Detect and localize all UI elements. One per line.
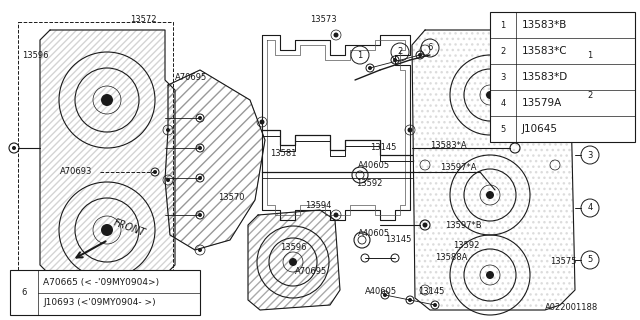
Circle shape [486, 191, 494, 199]
Circle shape [393, 58, 397, 62]
Bar [10, 270, 200, 315]
Text: 13583*C: 13583*C [522, 46, 568, 56]
Text: 1: 1 [357, 51, 363, 60]
Text: 13583*A: 13583*A [430, 140, 467, 149]
Text: 5: 5 [588, 255, 593, 265]
Text: 13145: 13145 [385, 236, 412, 244]
Text: 6: 6 [21, 288, 27, 297]
Circle shape [198, 176, 202, 180]
Text: 13588A: 13588A [435, 253, 467, 262]
Text: 13592: 13592 [453, 241, 479, 250]
Circle shape [12, 146, 16, 150]
Circle shape [101, 224, 113, 236]
Text: 4: 4 [588, 204, 593, 212]
Text: 3: 3 [500, 73, 506, 82]
Circle shape [368, 66, 372, 70]
Polygon shape [40, 30, 175, 275]
Text: J10645: J10645 [522, 124, 558, 134]
Text: A022001188: A022001188 [545, 303, 598, 313]
Circle shape [383, 293, 387, 297]
Text: 5: 5 [500, 124, 506, 133]
Text: 3: 3 [588, 150, 593, 159]
Text: 13596: 13596 [280, 244, 307, 252]
Text: 1: 1 [588, 51, 593, 60]
Circle shape [198, 248, 202, 252]
Polygon shape [412, 30, 575, 310]
Circle shape [486, 91, 494, 99]
Text: 6: 6 [428, 44, 433, 52]
Text: A70695: A70695 [295, 268, 327, 276]
Circle shape [433, 303, 437, 307]
Text: 13594: 13594 [305, 201, 332, 210]
Bar [18, 22, 173, 277]
Text: A70693: A70693 [60, 167, 92, 177]
Circle shape [418, 53, 422, 57]
Text: 4: 4 [500, 99, 506, 108]
Text: 13596: 13596 [22, 51, 49, 60]
Text: 1: 1 [500, 20, 506, 29]
Text: 13583*B: 13583*B [522, 20, 568, 30]
Text: 13592: 13592 [356, 179, 382, 188]
Text: A40605: A40605 [358, 228, 390, 237]
Circle shape [166, 178, 170, 182]
Circle shape [198, 146, 202, 150]
Text: 2: 2 [397, 47, 403, 57]
Text: 13583*D: 13583*D [522, 72, 568, 82]
Circle shape [333, 33, 339, 37]
Circle shape [289, 258, 297, 266]
Text: 13597*A: 13597*A [440, 164, 477, 172]
Text: 2: 2 [588, 91, 593, 100]
Text: A70665 (< -'09MY0904>): A70665 (< -'09MY0904>) [43, 278, 159, 287]
Text: J10693 (<'09MY0904- >): J10693 (<'09MY0904- >) [43, 298, 156, 307]
Circle shape [408, 298, 412, 302]
Bar [490, 12, 635, 142]
Text: 13572: 13572 [130, 15, 157, 25]
Text: 13145: 13145 [418, 287, 444, 297]
Circle shape [198, 213, 202, 217]
Circle shape [422, 222, 428, 228]
Text: 13597*B: 13597*B [445, 220, 482, 229]
Circle shape [166, 128, 170, 132]
Circle shape [198, 116, 202, 120]
Text: 13575: 13575 [550, 258, 577, 267]
Circle shape [259, 119, 264, 124]
Text: A40605: A40605 [358, 161, 390, 170]
Text: 2: 2 [500, 46, 506, 55]
Text: 13570: 13570 [218, 194, 244, 203]
Text: A40605: A40605 [365, 287, 397, 297]
Circle shape [486, 271, 494, 279]
Text: FRONT: FRONT [112, 217, 147, 238]
Text: A70695: A70695 [175, 74, 207, 83]
Text: 13573: 13573 [310, 15, 337, 25]
Text: 13145: 13145 [370, 143, 396, 153]
Circle shape [101, 94, 113, 106]
Circle shape [408, 127, 413, 132]
Circle shape [333, 212, 339, 218]
Circle shape [153, 170, 157, 174]
Text: 13579A: 13579A [522, 98, 563, 108]
Text: 13581: 13581 [270, 148, 296, 157]
